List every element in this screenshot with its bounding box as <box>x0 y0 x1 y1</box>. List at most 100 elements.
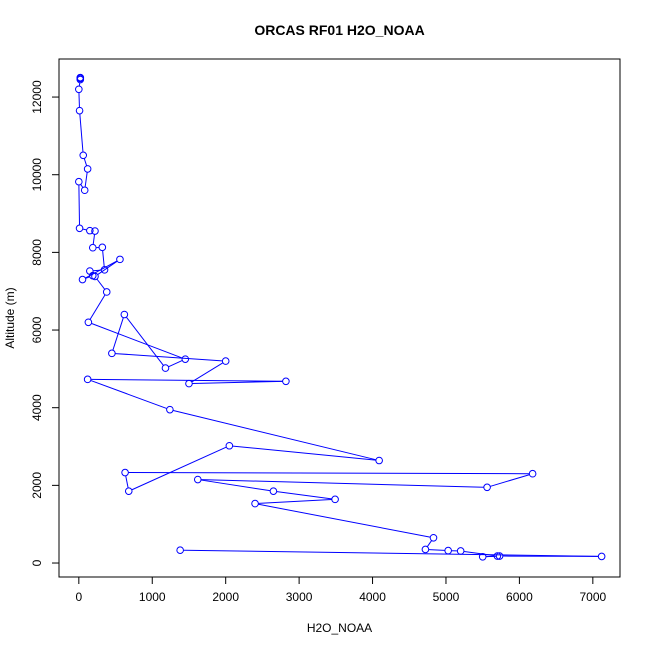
y-tick-label: 8000 <box>30 239 44 266</box>
data-point <box>429 533 438 542</box>
y-axis: 0 2000 4000 6000 8000 10000 12000 <box>30 80 59 566</box>
data-point <box>80 186 89 195</box>
data-point <box>375 456 383 465</box>
data-point <box>478 553 487 561</box>
line-segment <box>276 491 332 500</box>
data-point <box>98 243 107 252</box>
data-point <box>456 547 465 555</box>
data-point <box>83 375 92 384</box>
data-point <box>84 318 93 327</box>
line-segment <box>112 317 124 351</box>
line-segment <box>89 294 106 320</box>
y-axis-label: Altitude (m) <box>3 287 17 348</box>
x-tick-label: 6000 <box>506 590 533 604</box>
data-point <box>166 405 174 414</box>
data-point <box>161 364 170 372</box>
y-tick-label: 12000 <box>30 80 44 114</box>
data-point <box>493 552 502 560</box>
line-segment <box>78 185 81 225</box>
data-point <box>91 272 99 281</box>
line-segment <box>232 445 376 461</box>
x-tick-label: 7000 <box>579 590 606 604</box>
plot-frame <box>58 58 621 578</box>
line-segment <box>428 549 445 551</box>
line-segment <box>168 360 183 368</box>
line-segment <box>82 228 87 231</box>
data-point <box>75 106 84 115</box>
x-tick-label: 1000 <box>139 590 166 604</box>
data-point <box>176 546 184 555</box>
data-point <box>91 227 99 235</box>
data-point <box>121 468 129 477</box>
data-point <box>75 85 83 94</box>
y-tick-label: 10000 <box>30 158 44 192</box>
x-tick-label: 2000 <box>212 590 239 604</box>
line-segment <box>258 499 332 504</box>
line-segment <box>173 409 376 461</box>
data-point <box>79 151 88 160</box>
x-axis-label: H2O_NOAA <box>307 621 372 635</box>
chart-title: ORCAS RF01 H2O_NOAA <box>254 22 424 38</box>
line-segment <box>201 479 484 488</box>
data-point <box>495 552 504 560</box>
data-point <box>282 377 290 386</box>
x-tick-label: 0 <box>75 590 82 604</box>
line-segment <box>92 234 96 245</box>
line-segment <box>125 475 129 488</box>
line-segment <box>192 380 283 385</box>
line-segment <box>83 158 88 166</box>
data-point <box>193 475 202 484</box>
line-segment <box>102 250 105 267</box>
data-point <box>78 275 87 284</box>
data-point <box>185 379 193 388</box>
data-point <box>483 483 491 492</box>
line-segment <box>84 172 88 187</box>
y-tick-label: 4000 <box>30 394 44 421</box>
series-line <box>78 82 599 558</box>
data-point <box>421 545 430 554</box>
line-segment <box>91 378 283 382</box>
line-segment <box>131 446 227 491</box>
x-axis: 0 1000 2000 3000 4000 5000 6000 7000 <box>75 577 607 604</box>
data-point <box>225 441 234 450</box>
data-point <box>269 487 278 495</box>
data-point <box>124 487 133 495</box>
data-point <box>528 469 537 478</box>
line-segment <box>201 479 271 492</box>
line-segment <box>426 540 432 547</box>
data-point <box>102 288 111 296</box>
line-segment <box>115 353 223 362</box>
data-point <box>221 357 230 365</box>
x-tick-label: 5000 <box>433 590 460 604</box>
data-point <box>88 243 97 252</box>
line-segment <box>191 362 223 383</box>
data-point <box>75 224 84 233</box>
data-point <box>251 499 259 508</box>
line-segment <box>80 184 84 188</box>
line-segment <box>90 380 167 409</box>
data-point <box>116 255 124 264</box>
data-point <box>75 177 83 186</box>
data-point <box>83 165 92 173</box>
line-segment <box>183 549 599 557</box>
line-segment <box>128 472 530 475</box>
data-point <box>76 75 85 84</box>
data-point <box>444 546 452 555</box>
line-segment <box>85 276 90 279</box>
y-tick-label: 2000 <box>30 472 44 499</box>
line-segment <box>126 316 164 366</box>
data-point <box>108 349 116 358</box>
line-segment <box>96 278 106 290</box>
line-segment <box>91 323 183 359</box>
y-tick-label: 6000 <box>30 316 44 343</box>
data-point <box>181 355 190 363</box>
data-point <box>100 266 109 274</box>
series-layer <box>75 73 606 561</box>
data-point <box>120 310 129 319</box>
y-tick-label: 0 <box>30 559 44 566</box>
data-point <box>331 495 339 504</box>
line-segment <box>258 503 431 538</box>
x-tick-label: 4000 <box>359 590 386 604</box>
data-point <box>86 226 94 235</box>
